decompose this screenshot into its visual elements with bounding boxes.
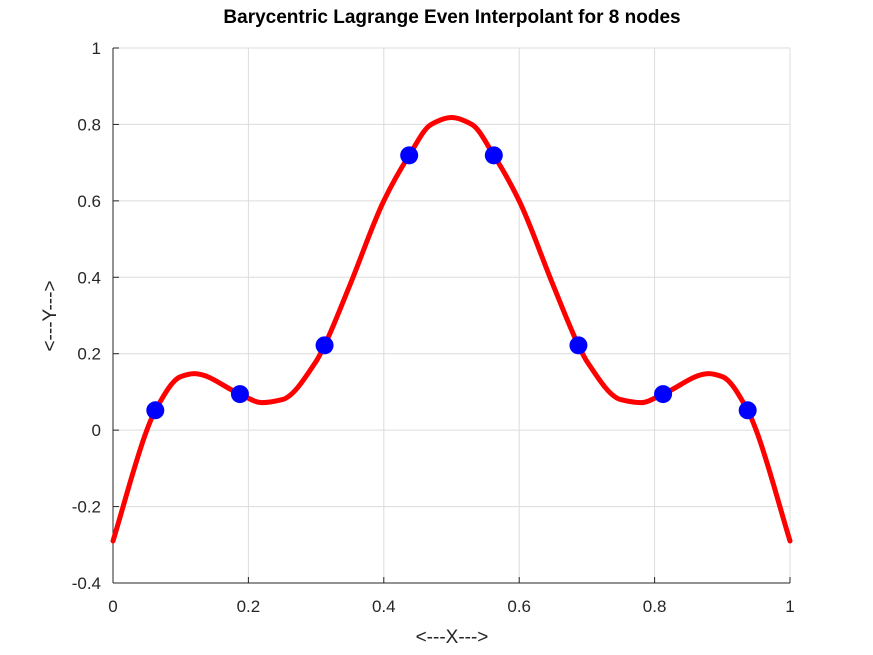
axes <box>112 48 790 584</box>
chart-title: Barycentric Lagrange Even Interpolant fo… <box>223 7 680 28</box>
x-axis-label: <---X---> <box>416 627 489 648</box>
grid <box>112 47 791 584</box>
node-markers <box>146 146 757 420</box>
x-tick-label: 0.6 <box>507 597 531 616</box>
y-tick-label: 0.8 <box>77 115 101 134</box>
node-point <box>146 401 165 420</box>
y-tick-label: 0.4 <box>77 268 101 287</box>
interpolant-layer <box>110 115 793 544</box>
node-point <box>315 336 334 355</box>
ticks: 0 0.2 0.4 0.6 0.8 1 -0.4 -0.2 0 0.2 0.4 0.6 0.8 1 <box>72 39 795 616</box>
x-tick-label: 0.2 <box>237 597 261 616</box>
y-tick-label: 0.2 <box>77 345 101 364</box>
x-tick-label: 1 <box>785 597 794 616</box>
node-point <box>484 146 503 165</box>
y-tick-label: 0 <box>92 421 101 440</box>
y-tick-label: -0.4 <box>72 574 101 593</box>
y-tick-label: 1 <box>92 39 101 58</box>
node-point <box>654 385 673 404</box>
node-point <box>400 146 419 165</box>
interpolant-line <box>110 115 793 544</box>
x-tick-label: 0 <box>108 597 117 616</box>
y-axis-label: <---Y---> <box>40 280 61 351</box>
y-tick-label: 0.6 <box>77 192 101 211</box>
node-point <box>738 401 757 420</box>
x-tick-label: 0.4 <box>372 597 396 616</box>
node-point <box>230 385 249 404</box>
y-tick-label: -0.2 <box>72 498 101 517</box>
node-point <box>569 336 588 355</box>
x-tick-label: 0.8 <box>643 597 667 616</box>
